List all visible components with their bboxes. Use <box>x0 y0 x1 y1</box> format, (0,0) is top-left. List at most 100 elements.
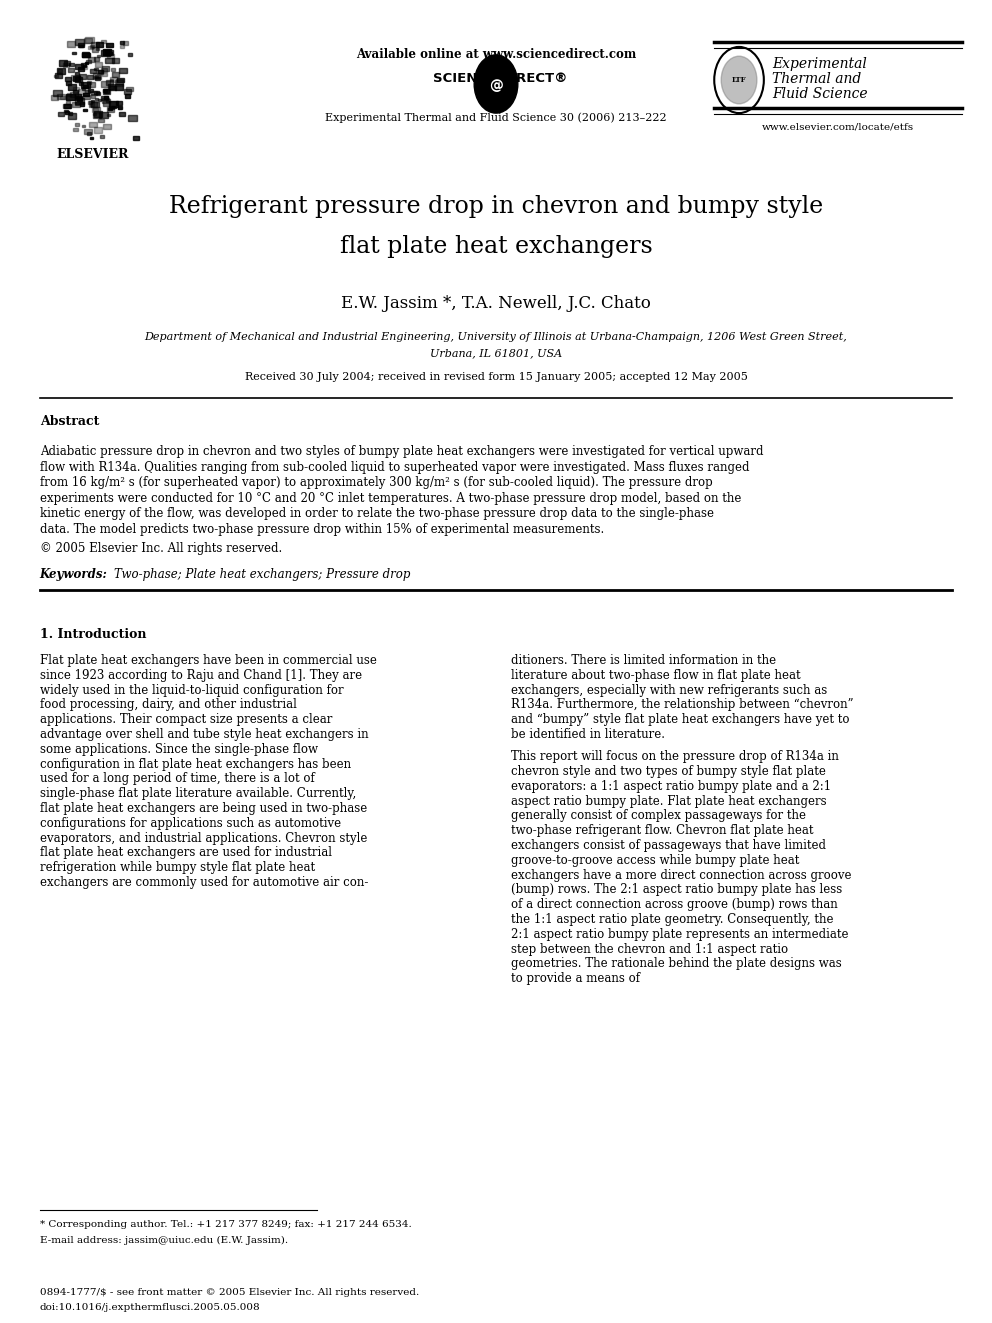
Text: Two-phase; Plate heat exchangers; Pressure drop: Two-phase; Plate heat exchangers; Pressu… <box>114 568 411 581</box>
Bar <box>112 58 119 62</box>
Bar <box>103 89 106 91</box>
Text: evaporators, and industrial applications. Chevron style: evaporators, and industrial applications… <box>40 832 367 844</box>
Bar <box>73 90 77 94</box>
Bar <box>90 91 97 95</box>
Bar <box>88 101 92 103</box>
Bar <box>75 98 84 105</box>
Bar <box>53 90 62 97</box>
Text: exchangers have a more direct connection across groove: exchangers have a more direct connection… <box>511 869 851 881</box>
Text: Department of Mechanical and Industrial Engineering, University of Illinois at U: Department of Mechanical and Industrial … <box>145 332 847 343</box>
Text: advantage over shell and tube style heat exchangers in: advantage over shell and tube style heat… <box>40 728 368 741</box>
Bar <box>58 111 63 116</box>
Bar <box>95 49 98 50</box>
Bar <box>101 95 108 101</box>
Bar <box>77 44 83 48</box>
Text: R134a. Furthermore, the relationship between “chevron”: R134a. Furthermore, the relationship bet… <box>511 699 853 712</box>
Bar <box>72 86 79 91</box>
Bar <box>81 82 90 87</box>
Bar <box>106 114 110 116</box>
Text: food processing, dairy, and other industrial: food processing, dairy, and other indust… <box>40 699 297 712</box>
Text: Refrigerant pressure drop in chevron and bumpy style: Refrigerant pressure drop in chevron and… <box>169 194 823 218</box>
Bar <box>105 50 109 53</box>
Text: to provide a means of: to provide a means of <box>511 972 640 986</box>
Bar <box>120 45 124 48</box>
Text: (bump) rows. The 2:1 aspect ratio bumpy plate has less: (bump) rows. The 2:1 aspect ratio bumpy … <box>511 884 842 897</box>
Bar <box>89 102 97 107</box>
Bar <box>91 48 98 52</box>
Bar <box>96 42 103 46</box>
Text: and “bumpy” style flat plate heat exchangers have yet to: and “bumpy” style flat plate heat exchan… <box>511 713 849 726</box>
Bar <box>107 53 114 58</box>
Bar <box>75 71 79 74</box>
Text: exchangers consist of passageways that have limited: exchangers consist of passageways that h… <box>511 839 826 852</box>
Text: some applications. Since the single-phase flow: some applications. Since the single-phas… <box>40 742 317 755</box>
Text: be identified in literature.: be identified in literature. <box>511 728 665 741</box>
Text: Experimental Thermal and Fluid Science 30 (2006) 213–222: Experimental Thermal and Fluid Science 3… <box>325 112 667 123</box>
Text: Received 30 July 2004; received in revised form 15 January 2005; accepted 12 May: Received 30 July 2004; received in revis… <box>245 372 747 382</box>
Bar <box>102 66 109 71</box>
Text: flat plate heat exchangers are being used in two-phase: flat plate heat exchangers are being use… <box>40 802 367 815</box>
Bar <box>117 78 124 82</box>
Bar <box>104 90 109 93</box>
Bar <box>79 102 84 106</box>
Bar <box>68 112 71 115</box>
Text: SCIENCE: SCIENCE <box>433 71 496 85</box>
Bar <box>90 103 94 106</box>
Bar <box>81 87 85 90</box>
Text: exchangers, especially with new refrigerants such as: exchangers, especially with new refriger… <box>511 684 827 697</box>
Bar <box>85 90 89 93</box>
Bar <box>82 53 89 57</box>
Bar <box>95 74 100 78</box>
Bar <box>67 69 73 73</box>
Text: DIRECT®: DIRECT® <box>501 71 568 85</box>
Bar <box>109 101 118 107</box>
Bar <box>133 136 140 140</box>
Text: Abstract: Abstract <box>40 415 99 429</box>
Bar <box>103 123 111 128</box>
Bar <box>84 128 91 134</box>
Bar <box>98 119 104 122</box>
Text: the 1:1 aspect ratio plate geometry. Consequently, the: the 1:1 aspect ratio plate geometry. Con… <box>511 913 833 926</box>
Bar <box>107 107 114 112</box>
Bar <box>83 66 87 69</box>
Bar <box>81 52 89 57</box>
Bar <box>108 52 111 54</box>
Bar <box>73 77 79 81</box>
Bar <box>86 82 94 87</box>
Bar <box>116 101 122 105</box>
Bar <box>75 102 79 105</box>
Bar <box>93 57 99 61</box>
Text: chevron style and two types of bumpy style flat plate: chevron style and two types of bumpy sty… <box>511 765 825 778</box>
Text: flat plate heat exchangers: flat plate heat exchangers <box>339 235 653 258</box>
Text: widely used in the liquid-to-liquid configuration for: widely used in the liquid-to-liquid conf… <box>40 684 343 697</box>
Bar <box>65 81 71 85</box>
Bar <box>96 93 100 94</box>
Bar <box>101 98 109 103</box>
Text: of a direct connection across groove (bump) rows than: of a direct connection across groove (bu… <box>511 898 837 912</box>
Bar <box>65 111 68 114</box>
Bar <box>72 52 76 54</box>
Bar <box>86 60 91 64</box>
Bar <box>62 62 68 66</box>
Text: www.elsevier.com/locate/etfs: www.elsevier.com/locate/etfs <box>762 122 915 131</box>
Bar <box>115 81 123 86</box>
Bar <box>95 62 102 67</box>
Bar <box>125 94 130 98</box>
Bar <box>79 45 83 48</box>
Bar <box>92 108 98 112</box>
Bar <box>106 81 113 85</box>
Bar <box>68 85 76 90</box>
Bar <box>98 70 102 73</box>
Bar <box>99 111 108 118</box>
Text: since 1923 according to Raju and Chand [1]. They are: since 1923 according to Raju and Chand [… <box>40 669 362 681</box>
Bar <box>93 111 102 118</box>
Bar <box>88 89 93 93</box>
Bar <box>103 97 108 99</box>
Bar <box>85 37 93 42</box>
Bar <box>75 40 84 45</box>
Bar <box>77 89 84 94</box>
Text: flat plate heat exchangers are used for industrial: flat plate heat exchangers are used for … <box>40 847 331 860</box>
Text: © 2005 Elsevier Inc. All rights reserved.: © 2005 Elsevier Inc. All rights reserved… <box>40 542 282 556</box>
Bar <box>105 50 113 56</box>
Bar <box>81 62 86 66</box>
